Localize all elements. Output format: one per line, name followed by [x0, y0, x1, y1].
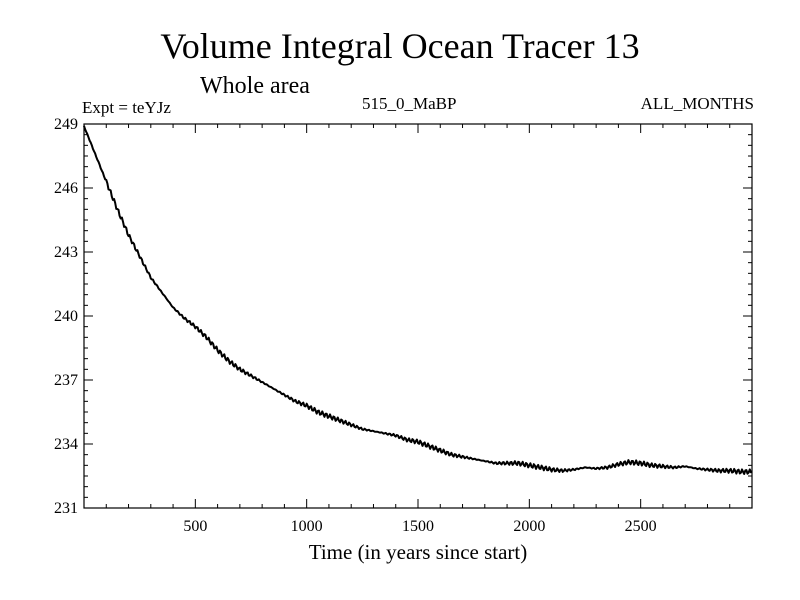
x-axis-label: Time (in years since start) [309, 540, 528, 564]
chart-subtitle: Whole area [200, 73, 310, 99]
run-label: 515_0_MaBP [362, 94, 457, 113]
tick-labels: 500 1000 1500 2000 2500 231 234 237 240 243 246 249 [54, 116, 657, 535]
x-tick-label: 2000 [513, 518, 545, 535]
chart-title: Volume Integral Ocean Tracer 13 [160, 26, 640, 66]
period-label: ALL_MONTHS [640, 94, 754, 113]
y-tick-label: 237 [54, 372, 78, 389]
y-tick-label: 234 [54, 436, 78, 453]
y-tick-label: 246 [54, 180, 78, 197]
y-tick-label: 231 [54, 500, 78, 517]
x-tick-label: 2500 [625, 518, 657, 535]
y-tick-label: 249 [54, 116, 78, 133]
x-tick-label: 500 [183, 518, 207, 535]
x-tick-label: 1500 [402, 518, 434, 535]
plot-frame [83, 123, 753, 509]
series-line-tracer13 [83, 125, 753, 475]
experiment-label: Expt = teYJz [82, 98, 171, 117]
axis-ticks [84, 123, 752, 509]
y-tick-label: 243 [54, 244, 78, 261]
y-tick-label: 240 [54, 308, 78, 325]
x-tick-label: 1000 [291, 518, 323, 535]
